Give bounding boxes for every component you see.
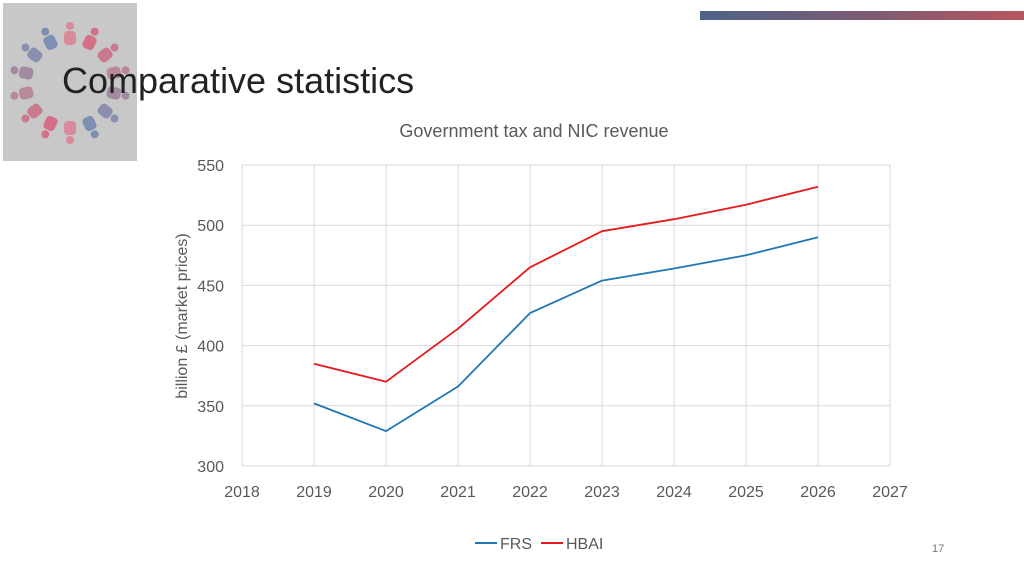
page-number: 17 — [932, 543, 945, 555]
y-axis-label: billion £ (market prices) — [174, 233, 191, 398]
person-figure — [41, 115, 58, 139]
accent-bar — [700, 11, 1024, 20]
people-circle-icon — [10, 22, 130, 144]
x-tick-label: 2020 — [368, 484, 404, 501]
x-tick-label: 2024 — [656, 484, 692, 501]
person-figure — [41, 27, 58, 51]
y-tick-label: 500 — [197, 218, 224, 235]
series-line-hbai — [313, 185, 819, 383]
person-figure — [97, 103, 119, 123]
y-tick-label: 450 — [197, 278, 224, 295]
page-title: Comparative statistics — [62, 60, 415, 101]
person-figure — [21, 43, 43, 63]
legend-label-frs: FRS — [500, 536, 532, 553]
person-figure — [97, 43, 119, 63]
person-figure — [64, 22, 76, 45]
y-tick-label: 350 — [197, 399, 224, 416]
person-figure — [106, 66, 130, 80]
legend-label-hbai: HBAI — [566, 536, 603, 553]
y-tick-label: 300 — [197, 459, 224, 476]
series-line-frs — [313, 236, 819, 433]
person-figure — [10, 86, 34, 100]
y-tick-label: 400 — [197, 339, 224, 356]
person-figure — [10, 66, 34, 80]
x-tick-label: 2023 — [584, 484, 620, 501]
chart-title: Government tax and NIC revenue — [399, 121, 668, 141]
x-tick-label: 2018 — [224, 484, 260, 501]
person-figure — [64, 121, 76, 144]
person-figure — [82, 27, 99, 51]
y-tick-label: 550 — [197, 158, 224, 175]
x-tick-label: 2026 — [800, 484, 836, 501]
person-figure — [21, 103, 43, 123]
x-tick-label: 2022 — [512, 484, 548, 501]
x-tick-label: 2027 — [872, 484, 908, 501]
x-tick-label: 2025 — [728, 484, 764, 501]
x-tick-label: 2019 — [296, 484, 332, 501]
x-tick-label: 2021 — [440, 484, 476, 501]
person-figure — [106, 86, 130, 100]
person-figure — [82, 115, 99, 139]
logo-image — [3, 3, 137, 161]
